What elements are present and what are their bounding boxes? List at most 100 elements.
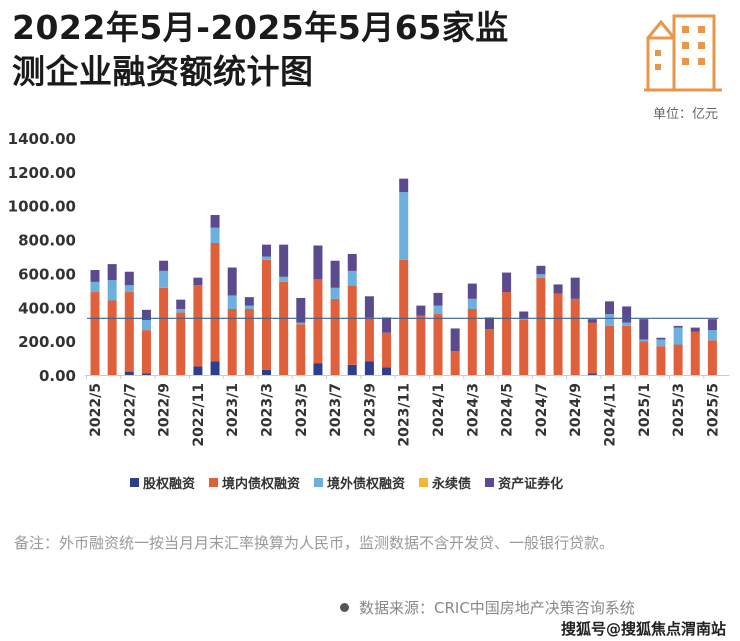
y-tick-label: 800.00 bbox=[18, 232, 76, 250]
bar-domestic_debt bbox=[210, 242, 220, 362]
bar-abs bbox=[536, 265, 546, 275]
bar-abs bbox=[364, 296, 374, 318]
bar-abs bbox=[519, 311, 529, 319]
bar-domestic_debt bbox=[193, 285, 203, 367]
bar-overseas_debt bbox=[176, 308, 186, 313]
bar-abs bbox=[399, 178, 409, 193]
bar-abs bbox=[193, 277, 203, 286]
bar-overseas_debt bbox=[639, 339, 649, 342]
legend-label: 境内债权融资 bbox=[222, 477, 301, 492]
x-tick-label: 2024/1 bbox=[431, 383, 447, 437]
x-tick-label: 2024/3 bbox=[465, 383, 481, 437]
bar-overseas_debt bbox=[433, 305, 443, 315]
bar-overseas_debt bbox=[467, 298, 477, 309]
y-tick-label: 0.00 bbox=[39, 367, 76, 385]
bar-overseas_debt bbox=[227, 295, 237, 309]
x-tick-label: 2022/7 bbox=[122, 383, 138, 437]
bar-domestic_debt bbox=[639, 341, 649, 375]
bar-abs bbox=[433, 292, 443, 306]
legend-swatch bbox=[485, 478, 495, 487]
bar-domestic_debt bbox=[622, 325, 632, 375]
bar-overseas_debt bbox=[107, 280, 117, 301]
legend-swatch bbox=[130, 478, 139, 487]
legend-swatch bbox=[314, 478, 324, 487]
bar-abs bbox=[141, 309, 151, 320]
bar-domestic_debt bbox=[262, 259, 271, 370]
bar-equity bbox=[364, 361, 374, 375]
y-tick-label: 400.00 bbox=[18, 299, 76, 317]
bar-domestic_debt bbox=[673, 344, 683, 375]
bar-abs bbox=[587, 319, 597, 323]
legend-item-perpetual: 永续债 bbox=[419, 473, 471, 492]
x-tick-label: 2022/11 bbox=[191, 383, 207, 447]
y-tick-label: 600.00 bbox=[18, 265, 76, 283]
bar-domestic_debt bbox=[553, 293, 563, 375]
bar-equity bbox=[587, 373, 597, 375]
bar-domestic_debt bbox=[570, 298, 580, 375]
bar-abs bbox=[244, 297, 254, 306]
bar-domestic_debt bbox=[416, 315, 426, 375]
x-tick-label: 2025/3 bbox=[671, 383, 687, 437]
bar-overseas_debt bbox=[707, 330, 717, 341]
bar-domestic_debt bbox=[484, 329, 494, 375]
bar-abs bbox=[124, 271, 134, 286]
data-source: 数据来源：CRIC中国房地产决策咨询系统 bbox=[340, 597, 635, 618]
x-tick-label: 2023/11 bbox=[397, 383, 413, 447]
bar-domestic_debt bbox=[690, 331, 700, 375]
bar-domestic_debt bbox=[587, 322, 597, 374]
y-tick-label: 1400.00 bbox=[8, 130, 76, 148]
bar-abs bbox=[107, 264, 117, 281]
bar-overseas_debt bbox=[279, 276, 289, 282]
y-tick-label: 200.00 bbox=[18, 333, 76, 351]
bar-domestic_debt bbox=[467, 308, 477, 375]
bar-domestic_debt bbox=[399, 259, 409, 375]
y-tick-label: 1200.00 bbox=[8, 164, 76, 182]
bar-overseas_debt bbox=[519, 318, 529, 320]
bar-abs bbox=[467, 283, 477, 299]
bullet-icon bbox=[340, 603, 349, 612]
bar-abs bbox=[279, 244, 289, 277]
bar-domestic_debt bbox=[502, 292, 512, 375]
building-logo-icon bbox=[644, 14, 722, 92]
x-tick-label: 2023/3 bbox=[260, 383, 276, 437]
bar-equity bbox=[347, 364, 357, 375]
bar-abs bbox=[639, 319, 649, 340]
legend-label: 资产证券化 bbox=[498, 477, 564, 492]
bar-abs bbox=[450, 328, 460, 352]
legend-item-equity: 股权融资 bbox=[130, 473, 195, 492]
legend-label: 股权融资 bbox=[143, 477, 196, 492]
source-text: 数据来源：CRIC中国房地产决策咨询系统 bbox=[359, 599, 635, 617]
bar-domestic_debt bbox=[227, 308, 237, 375]
x-tick-label: 2023/7 bbox=[328, 383, 344, 437]
bar-abs bbox=[347, 253, 357, 271]
legend-label: 永续债 bbox=[432, 477, 472, 492]
bar-domestic_debt bbox=[605, 325, 614, 375]
x-tick-label: 2022/9 bbox=[157, 383, 173, 437]
bar-abs bbox=[690, 327, 700, 332]
legend-swatch bbox=[209, 478, 219, 487]
bar-domestic_debt bbox=[347, 285, 357, 365]
bar-domestic_debt bbox=[330, 298, 340, 375]
bar-overseas_debt bbox=[244, 305, 254, 309]
bar-overseas_debt bbox=[210, 227, 220, 243]
bar-abs bbox=[227, 267, 237, 296]
bar-domestic_debt bbox=[536, 277, 546, 375]
chart-title: 2022年5月-2025年5月65家监 测企业融资额统计图 bbox=[12, 6, 509, 94]
bar-abs bbox=[553, 284, 563, 294]
bar-equity bbox=[313, 363, 323, 375]
bar-domestic_debt bbox=[364, 317, 374, 362]
bar-abs bbox=[673, 325, 683, 328]
x-tick-label: 2025/1 bbox=[637, 383, 653, 437]
bar-abs bbox=[210, 215, 220, 228]
bar-equity bbox=[382, 367, 392, 375]
bar-equity bbox=[124, 371, 134, 375]
bar-abs bbox=[656, 337, 666, 340]
bar-equity bbox=[210, 361, 220, 375]
bar-abs bbox=[622, 306, 632, 323]
x-tick-label: 2024/7 bbox=[534, 383, 550, 437]
bar-abs bbox=[262, 244, 271, 257]
bar-equity bbox=[262, 369, 271, 375]
bar-abs bbox=[570, 277, 580, 299]
footnote: 备注：外币融资统一按当月月末汇率换算为人民币，监测数据不含开发贷、一般银行贷款。 bbox=[14, 534, 615, 552]
bar-overseas_debt bbox=[124, 285, 134, 293]
